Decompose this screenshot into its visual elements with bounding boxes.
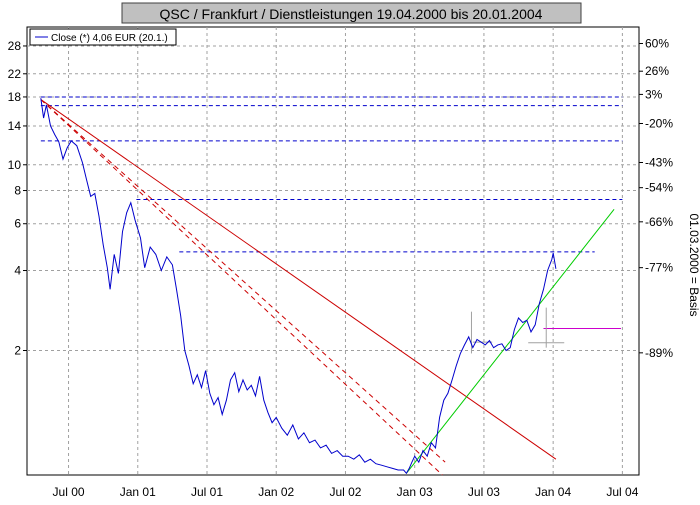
y-tick-label-left: 8 <box>14 184 21 198</box>
right-axis-label: 01.03.2000 = Basis <box>687 213 700 316</box>
grid <box>23 27 643 475</box>
y-tick-label-right: -20% <box>645 117 673 131</box>
y-tick-label-left: 22 <box>8 67 22 81</box>
y-tick-label-right: 60% <box>645 37 669 51</box>
trendline <box>405 208 615 474</box>
trendline <box>40 99 443 476</box>
horizontal-levels <box>40 96 623 354</box>
price-series <box>40 98 557 475</box>
y-tick-label-left: 4 <box>14 264 21 278</box>
legend-box <box>29 28 177 46</box>
x-tick-label: Jul 04 <box>606 485 638 499</box>
chart-title: QSC / Frankfurt / Dienstleistungen 19.04… <box>160 6 543 22</box>
plot-area <box>26 26 640 476</box>
x-tick-label: Jul 03 <box>468 485 500 499</box>
y-tick-label-left: 10 <box>8 158 22 172</box>
x-tick-label: Jan 04 <box>535 485 571 499</box>
tick-labels: Jul 00 Jan 01 Jul 01 Jan 02 Jul 02 Jan 03 Jul … <box>8 37 674 499</box>
y-tick-label-right: -66% <box>645 215 673 229</box>
y-tick-label-left: 2 <box>14 344 21 358</box>
y-tick-label-left: 6 <box>14 217 21 231</box>
series-line <box>40 98 557 475</box>
y-tick-label-right: -77% <box>645 261 673 275</box>
x-tick-label: Jan 01 <box>120 485 156 499</box>
x-tick-label: Jul 00 <box>53 485 85 499</box>
x-tick-label: Jul 01 <box>191 485 223 499</box>
trendline <box>40 99 557 460</box>
y-tick-label-right: 26% <box>645 64 669 78</box>
y-tick-label-right: 3% <box>645 87 663 101</box>
y-tick-label-left: 18 <box>8 90 22 104</box>
x-tick-label: Jul 02 <box>329 485 361 499</box>
x-tick-label: Jan 03 <box>397 485 433 499</box>
y-tick-label-right: -54% <box>645 181 673 195</box>
trendlines <box>40 99 615 476</box>
title-box <box>121 2 582 24</box>
x-tick-label: Jan 02 <box>258 485 294 499</box>
trendline <box>40 99 446 463</box>
y-tick-label-left: 14 <box>8 119 22 133</box>
legend-label: Close (*) 4,06 EUR (20.1.) <box>51 33 168 44</box>
y-tick-label-right: -43% <box>645 155 673 169</box>
y-tick-label-right: -89% <box>645 346 673 360</box>
y-tick-label-left: 28 <box>8 39 22 53</box>
